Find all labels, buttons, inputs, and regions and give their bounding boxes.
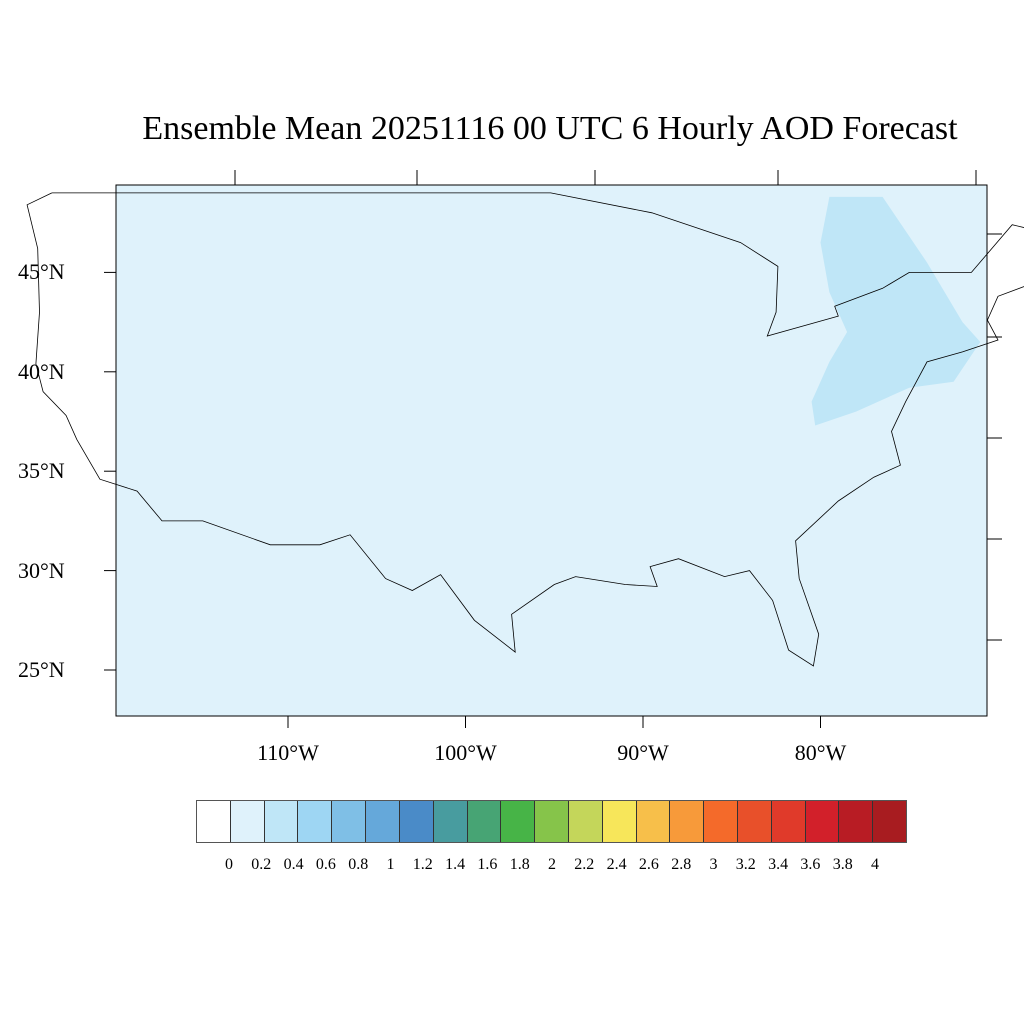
colorbar-label: 3.8 xyxy=(832,856,853,873)
colorbar-box xyxy=(805,801,840,842)
lon-label: 80°W xyxy=(794,740,847,765)
colorbar-label: 0.8 xyxy=(348,856,369,873)
colorbar-box xyxy=(366,801,400,842)
colorbar-label: 2 xyxy=(548,856,556,873)
colorbar-box xyxy=(535,801,569,842)
colorbar-label: 0.6 xyxy=(315,856,336,873)
colorbar-label: 0.2 xyxy=(251,856,272,873)
colorbar-label: 2.6 xyxy=(638,856,659,873)
colorbar-label: 2.4 xyxy=(606,856,627,873)
colorbar-box xyxy=(501,801,536,842)
colorbar xyxy=(196,800,907,843)
colorbar-label: 2.2 xyxy=(574,856,595,873)
colorbar-label: 1.6 xyxy=(477,856,498,873)
aod-plume-patch xyxy=(811,196,981,426)
lat-label: 30°N xyxy=(18,557,65,583)
colorbar-box xyxy=(264,801,299,842)
colorbar-label: 1 xyxy=(386,856,395,873)
colorbar-box xyxy=(738,801,772,842)
lon-label: 100°W xyxy=(434,740,497,765)
colorbar-label: 1.4 xyxy=(445,856,466,873)
colorbar-label: 3.6 xyxy=(800,856,821,873)
colorbar-label: 3.2 xyxy=(735,856,756,873)
colorbar-label: 0 xyxy=(225,856,233,873)
colorbar-label: 1.8 xyxy=(509,856,530,873)
lon-label: 90°W xyxy=(617,740,669,765)
colorbar-label: 0.4 xyxy=(283,856,304,873)
lat-label: 45°N xyxy=(18,259,65,285)
colorbar-box xyxy=(467,801,502,842)
colorbar-label: 3.4 xyxy=(768,856,789,873)
colorbar-box xyxy=(298,801,333,842)
chart-title: Ensemble Mean 20251116 00 UTC 6 Hourly A… xyxy=(142,110,958,147)
lat-label: 25°N xyxy=(18,657,65,682)
colorbar-box xyxy=(670,801,705,842)
colorbar-box xyxy=(433,801,468,842)
us-outline xyxy=(26,192,1024,667)
colorbar-box xyxy=(839,801,874,842)
lat-label: 35°N xyxy=(18,458,65,484)
lat-label: 40°N xyxy=(18,358,65,384)
colorbar-box xyxy=(197,801,231,842)
colorbar-label: 1.2 xyxy=(412,856,433,873)
colorbar-box xyxy=(771,801,806,842)
colorbar-box xyxy=(568,801,603,842)
colorbar-box xyxy=(332,801,367,842)
colorbar-label: 2.8 xyxy=(671,856,692,873)
colorbar-box xyxy=(602,801,637,842)
colorbar-box xyxy=(704,801,738,842)
axis-ticks xyxy=(104,170,1002,728)
colorbar-box xyxy=(873,801,907,842)
colorbar-box xyxy=(399,801,434,842)
colorbar-label: 3 xyxy=(709,856,718,873)
colorbar-box xyxy=(636,801,671,842)
lon-label: 110°W xyxy=(257,740,319,765)
colorbar-box xyxy=(230,801,265,842)
colorbar-label: 4 xyxy=(871,856,879,873)
